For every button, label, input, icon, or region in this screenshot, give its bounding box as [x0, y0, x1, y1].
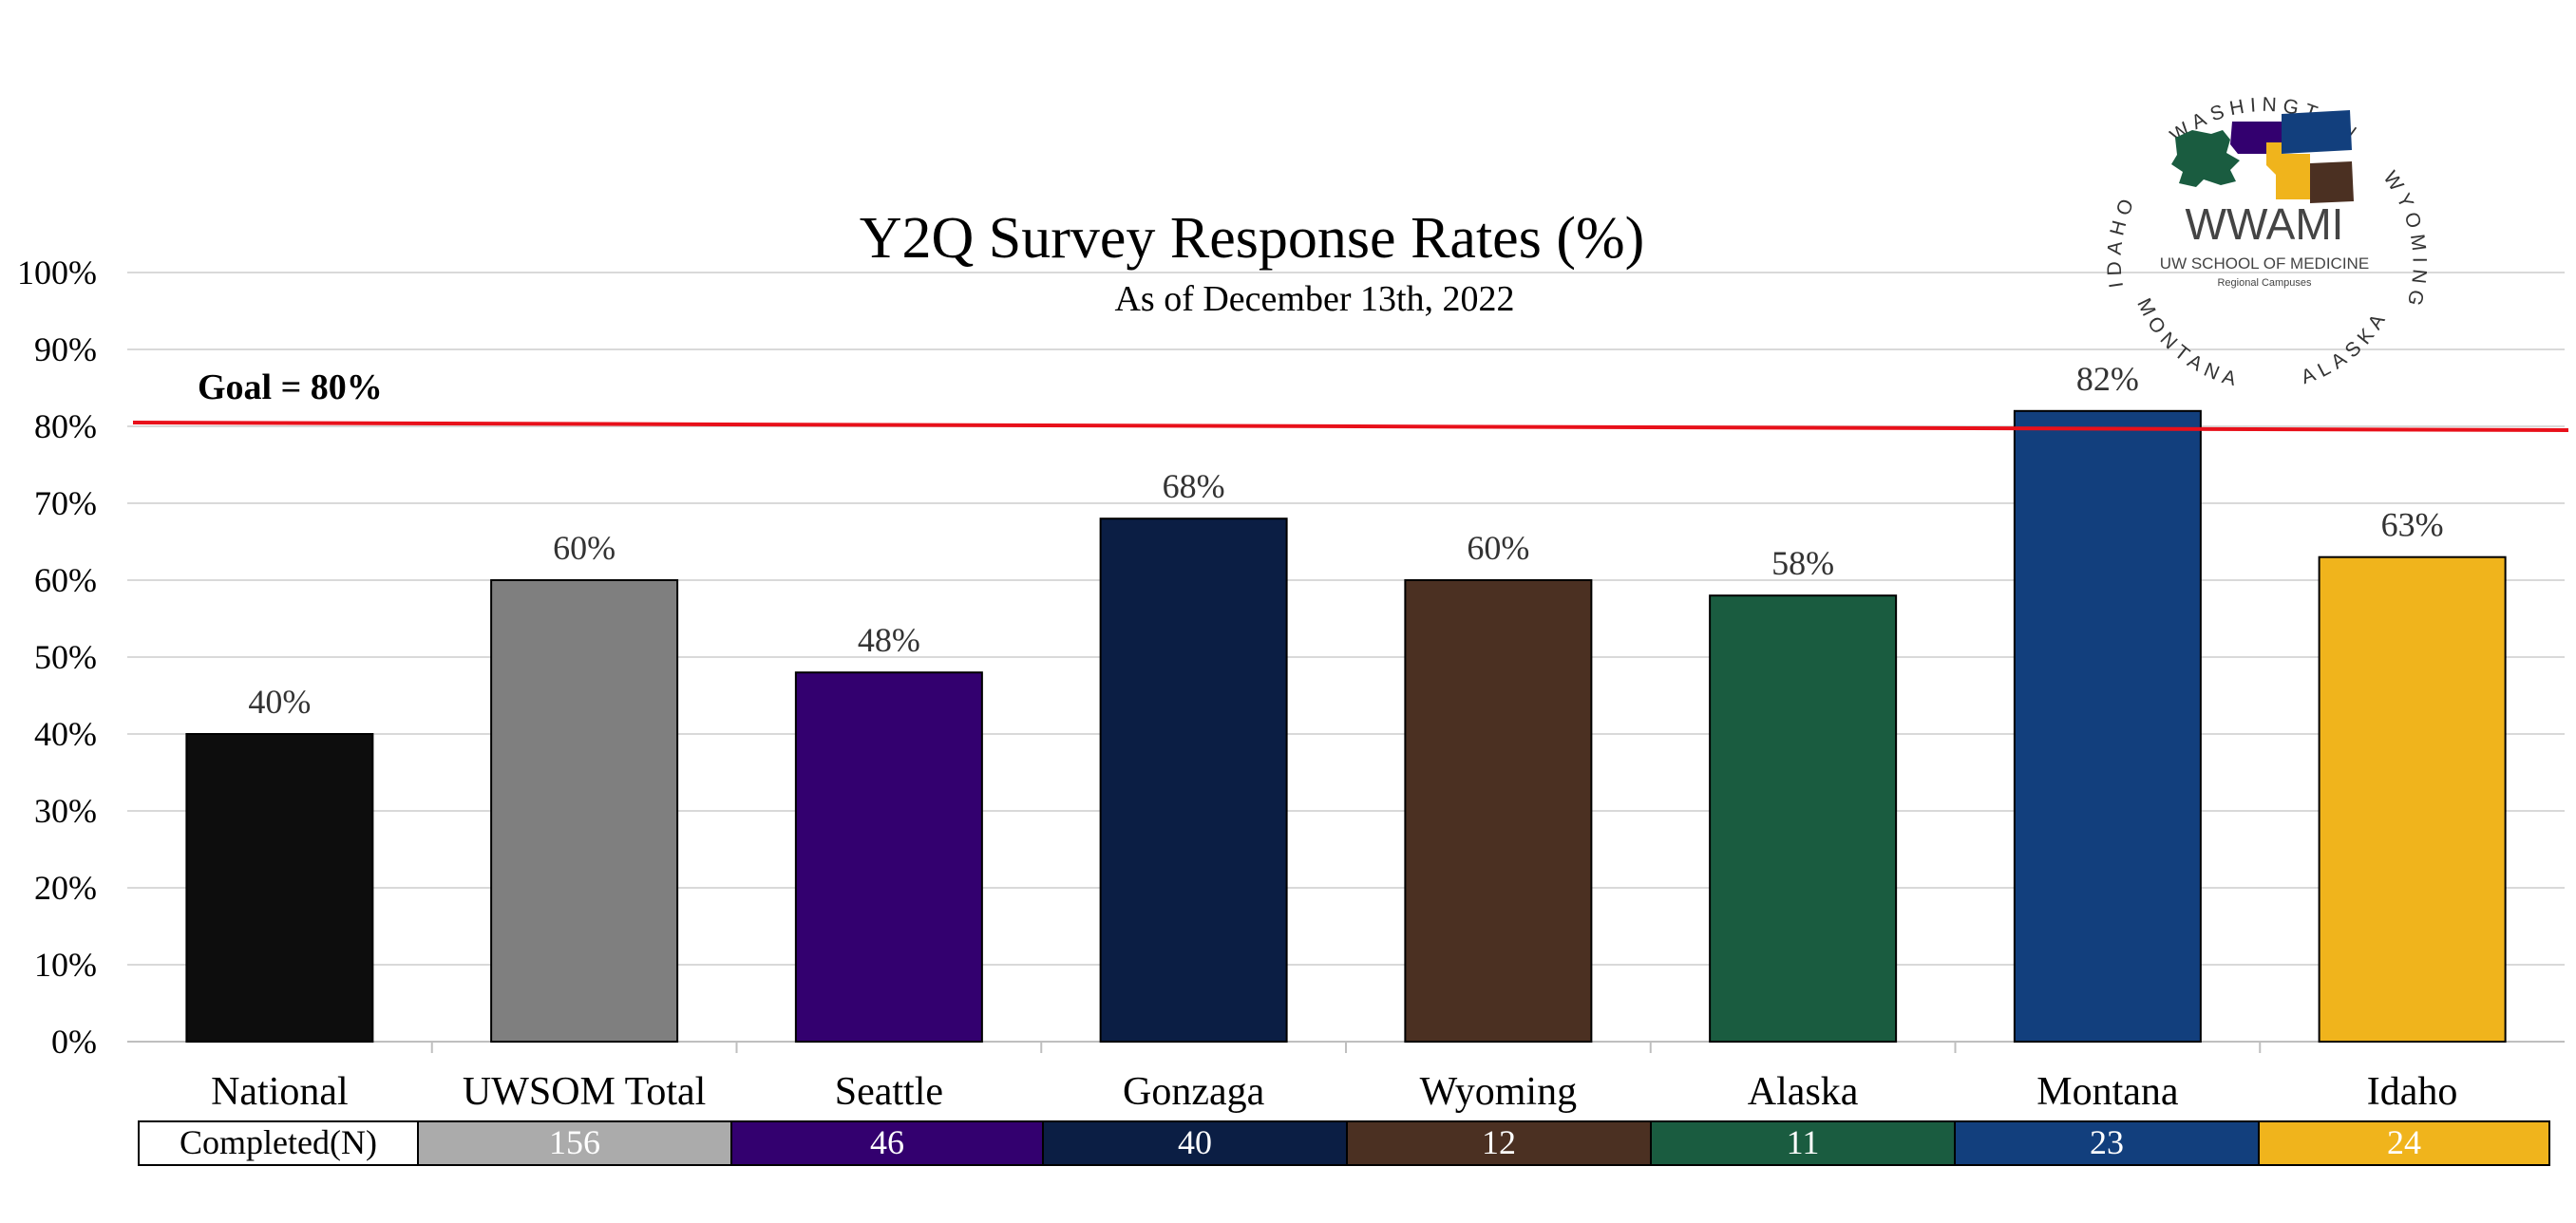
- y-tick-label: 0%: [51, 1023, 97, 1061]
- y-tick-label: 70%: [34, 484, 97, 522]
- completed-label: Completed(N): [180, 1123, 377, 1161]
- data-label: 60%: [1467, 529, 1529, 567]
- y-tick-label: 90%: [34, 330, 97, 368]
- x-tick-label: Wyoming: [1420, 1070, 1577, 1114]
- bar: [1709, 594, 1898, 1043]
- data-label: 58%: [1771, 544, 1834, 582]
- logo-ring-wyoming: WYOMING: [2379, 167, 2431, 313]
- x-tick-label: UWSOM Total: [463, 1070, 706, 1114]
- chart-subtitle: As of December 13th, 2022: [1114, 279, 1514, 319]
- bar: [2318, 555, 2507, 1043]
- bar: [185, 733, 374, 1043]
- logo-ring-alaska: ALASKA: [2299, 306, 2393, 388]
- data-label: 40%: [248, 683, 311, 721]
- data-label: 82%: [2076, 360, 2139, 398]
- completed-value: 23: [2090, 1123, 2124, 1161]
- x-tick-label: National: [211, 1070, 349, 1114]
- completed-value: 12: [1482, 1123, 1516, 1161]
- y-tick-label: 10%: [34, 946, 97, 984]
- completed-cell: [1346, 1120, 1652, 1166]
- logo-line1: UW SCHOOL OF MEDICINE: [2160, 254, 2369, 273]
- completed-cell: [1954, 1120, 2260, 1166]
- goal-label: Goal = 80%: [198, 367, 383, 407]
- completed-table: Completed(N) 156 46 40 12 11 23 24: [138, 1120, 2550, 1166]
- x-tick-label: Idaho: [2367, 1070, 2458, 1114]
- x-axis-ticks: National UWSOM Total Seattle Gonzaga Wyoming…: [211, 1070, 2457, 1114]
- completed-value: 46: [870, 1123, 904, 1161]
- bar: [490, 579, 679, 1043]
- completed-value: 24: [2387, 1123, 2421, 1161]
- y-tick-label: 50%: [34, 638, 97, 676]
- y-tick-label: 60%: [34, 561, 97, 599]
- x-tick-label: Gonzaga: [1123, 1070, 1265, 1114]
- completed-value: 40: [1178, 1123, 1212, 1161]
- goal-line: [132, 421, 2569, 432]
- logo-ring-idaho: IDAHO: [2104, 191, 2141, 290]
- completed-cell: [1042, 1120, 1348, 1166]
- data-label: 63%: [2381, 506, 2444, 544]
- x-tick-label: Seattle: [835, 1070, 943, 1114]
- wyoming-shape-icon: [2310, 161, 2354, 203]
- goal-line-group: Goal = 80%: [132, 367, 2569, 432]
- y-axis-ticks: 0% 10% 20% 30% 40% 50% 60% 70% 80% 90% 100%: [17, 254, 97, 1061]
- bar: [1404, 579, 1593, 1043]
- y-tick-label: 40%: [34, 715, 97, 753]
- data-labels: 40% 60% 48% 68% 60% 58% 82% 63%: [248, 360, 2443, 721]
- logo-ring-montana: MONTANA: [2132, 295, 2244, 392]
- x-tick-label: Montana: [2036, 1070, 2179, 1114]
- bar: [794, 671, 983, 1043]
- alaska-shape-icon: [2171, 130, 2240, 187]
- data-label: 60%: [553, 529, 616, 567]
- montana-shape-icon: [2282, 110, 2352, 154]
- completed-cell: [417, 1120, 732, 1166]
- bar: [1099, 517, 1288, 1043]
- logo-wordmark: WWAMI: [2186, 199, 2344, 249]
- completed-value: 11: [1787, 1123, 1820, 1161]
- y-tick-label: 30%: [34, 792, 97, 830]
- data-label: 48%: [858, 621, 920, 659]
- wwami-logo: WASHINGTON IDAHO WYOMING MONTANA ALASKA …: [2104, 94, 2431, 392]
- y-tick-label: 100%: [17, 254, 97, 292]
- logo-line2: Regional Campuses: [2217, 277, 2312, 289]
- chart-title: Y2Q Survey Response Rates (%): [860, 206, 1645, 271]
- idaho-shape-icon: [2266, 142, 2310, 199]
- data-label: 68%: [1163, 467, 1225, 505]
- y-tick-label: 20%: [34, 869, 97, 907]
- x-tick-label: Alaska: [1748, 1070, 1859, 1114]
- bar: [2013, 409, 2202, 1043]
- completed-cell: [2258, 1120, 2550, 1166]
- y-tick-label: 80%: [34, 407, 97, 445]
- completed-value: 156: [549, 1123, 600, 1161]
- bars: [185, 409, 2507, 1043]
